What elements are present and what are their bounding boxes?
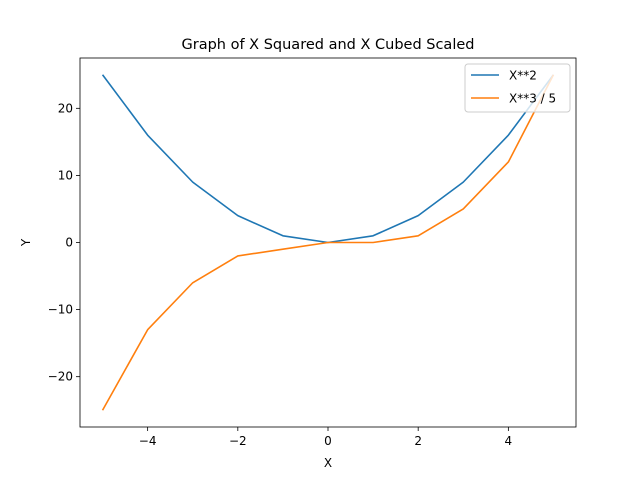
x-tick-label: 2	[414, 434, 422, 448]
y-tick-label: 0	[65, 236, 73, 250]
x-tick-label: 0	[324, 434, 332, 448]
plot-area	[79, 57, 577, 428]
legend-label-x-cubed-scaled: X**3 / 5	[509, 92, 556, 106]
legend: X**2 X**3 / 5	[464, 63, 571, 113]
series-line-1	[101, 74, 555, 411]
y-tick-label: 10	[58, 168, 73, 182]
x-tick-label: −4	[139, 434, 157, 448]
x-tick-label: 4	[505, 434, 513, 448]
y-tick-label: −20	[48, 370, 73, 384]
legend-label-x-squared: X**2	[509, 69, 537, 83]
chart-title: Graph of X Squared and X Cubed Scaled	[182, 37, 475, 53]
legend-box	[464, 63, 571, 113]
y-axis: −20 −10 0 10 20	[48, 101, 80, 384]
x-tick-label: −2	[229, 434, 247, 448]
y-tick-label: −10	[48, 303, 73, 317]
y-axis-title: Y	[19, 238, 33, 247]
series-layer	[101, 74, 555, 411]
x-axis: −4 −2 0 2 4	[139, 427, 512, 448]
x-axis-title: X	[324, 456, 332, 470]
y-tick-label: 20	[58, 101, 73, 115]
